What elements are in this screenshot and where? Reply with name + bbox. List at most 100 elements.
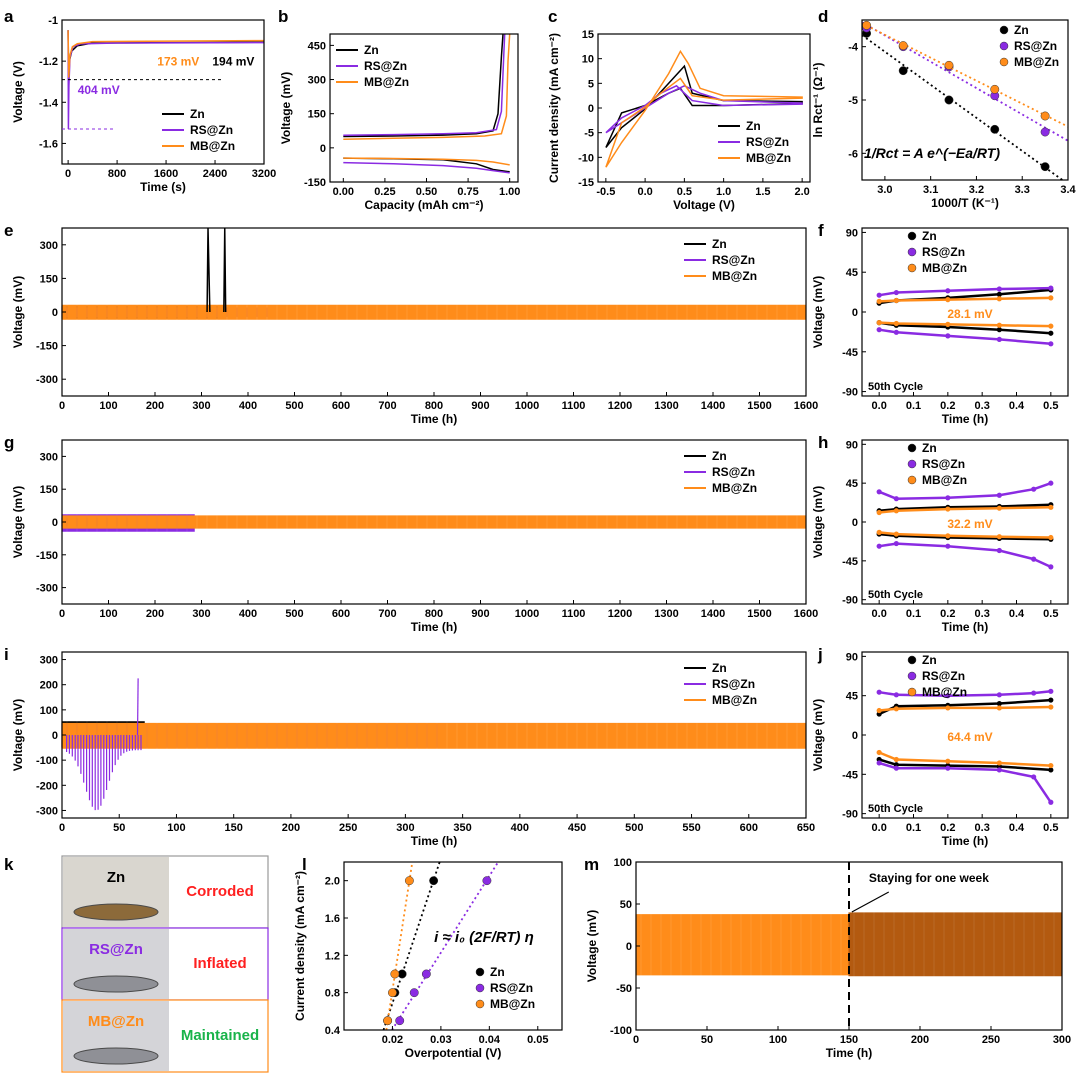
x-tick-label: 50 <box>113 822 125 834</box>
x-tick-label: 600 <box>332 608 350 620</box>
data-point <box>893 329 899 335</box>
legend-marker <box>475 983 485 993</box>
x-tick-label: 0.5 <box>1043 400 1058 412</box>
cycle-label: 50th Cycle <box>868 589 923 601</box>
data-point <box>898 41 908 51</box>
legend-label: RS@Zn <box>490 981 533 995</box>
legend-marker <box>475 999 485 1009</box>
panel-g: 0 100 200 300 400 500 600 700 800 900 1000 1100 1200… <box>4 433 818 634</box>
legend-marker <box>907 231 917 241</box>
y-tick-label: 1.2 <box>325 950 340 962</box>
data-point <box>893 692 899 698</box>
data-point <box>893 706 899 712</box>
x-tick-label: 800 <box>108 168 126 180</box>
data-point <box>876 707 882 714</box>
data-point <box>945 693 951 699</box>
legend-label: RS@Zn <box>712 465 755 479</box>
x-tick-label: 0.50 <box>416 186 437 198</box>
x-tick-label: 1500 <box>747 400 771 412</box>
x-axis-label: Capacity (mAh cm⁻²) <box>364 198 483 212</box>
data-point <box>996 505 1002 511</box>
panel-letter: c <box>548 7 557 26</box>
data-point <box>996 336 1002 343</box>
panel-letter: h <box>818 433 828 452</box>
series-bottom-RS@Zn <box>878 761 1052 803</box>
legend-marker <box>475 967 485 977</box>
x-tick-label: 300 <box>192 400 210 412</box>
legend-label: Zn <box>712 449 727 463</box>
legend-label: MB@Zn <box>712 481 757 495</box>
legend-label: RS@Zn <box>712 253 755 267</box>
x-tick-label: 600 <box>332 400 350 412</box>
x-tick-label: 350 <box>453 822 471 834</box>
data-point <box>893 540 899 547</box>
y-tick-label: 300 <box>40 451 58 463</box>
y-tick-label: -45 <box>842 347 858 359</box>
data-point <box>996 700 1002 707</box>
y-tick-label: 10 <box>582 54 594 66</box>
x-tick-label: 3.1 <box>923 184 938 196</box>
y-tick-label: 45 <box>846 478 858 490</box>
series-bottom-RS@Zn <box>879 542 1052 569</box>
x-tick-label: 700 <box>378 400 396 412</box>
data-point <box>395 1016 405 1026</box>
x-axis-label: Time (h) <box>942 620 988 634</box>
x-tick-label: 100 <box>769 1034 787 1046</box>
x-tick-label: 0.4 <box>1009 400 1025 412</box>
x-tick-label: 400 <box>511 822 529 834</box>
y-tick-label: 100 <box>614 857 632 869</box>
fit-line-Zn <box>861 34 1063 181</box>
data-point <box>1040 111 1050 121</box>
data-point <box>1048 504 1054 510</box>
x-tick-label: 1.0 <box>716 186 731 198</box>
y-tick-label: -50 <box>616 983 632 995</box>
data-point <box>945 506 951 512</box>
y-axis-label: Voltage (mV) <box>811 486 825 558</box>
x-tick-label: 0 <box>59 608 65 620</box>
data-point <box>996 767 1002 773</box>
data-point <box>893 756 899 763</box>
x-tick-label: 0.3 <box>975 608 990 620</box>
x-tick-label: 3200 <box>252 168 276 180</box>
data-point <box>996 291 1002 297</box>
sample-label: RS@Zn <box>89 941 143 958</box>
x-tick-label: 250 <box>982 1034 1000 1046</box>
data-point <box>1048 564 1054 570</box>
panel-b: 0.00 0.25 0.50 0.75 1.00 -150 0 150 300 450 Capaci… <box>278 7 520 212</box>
y-axis-label: ln Rct⁻¹ (Ω⁻¹) <box>811 63 825 138</box>
y-tick-label: -1.2 <box>39 56 58 68</box>
panel-letter: a <box>4 7 14 26</box>
y-tick-label: -300 <box>36 374 58 386</box>
x-tick-label: 1200 <box>608 608 632 620</box>
y-tick-label: -300 <box>36 583 58 595</box>
x-axis-label: Overpotential (V) <box>405 1046 502 1060</box>
legend-label: Zn <box>190 107 205 121</box>
x-tick-label: 0.1 <box>906 822 921 834</box>
y-tick-label: 45 <box>846 267 858 279</box>
data-point <box>893 320 899 327</box>
legend-label: Zn <box>490 965 505 979</box>
y-tick-label: 90 <box>846 227 858 239</box>
x-tick-label: 1500 <box>747 608 771 620</box>
y-tick-label: 450 <box>308 40 326 52</box>
x-tick-label: 0.0 <box>872 608 887 620</box>
x-tick-label: 200 <box>911 1034 929 1046</box>
x-tick-label: 400 <box>239 400 257 412</box>
legend-label: MB@Zn <box>922 261 967 275</box>
plot-frame <box>329 33 519 183</box>
series-MB@Zn <box>61 304 806 320</box>
panel-letter: j <box>817 645 823 664</box>
status-label: Inflated <box>193 955 246 972</box>
y-tick-label: -150 <box>36 341 58 353</box>
data-point <box>1031 774 1037 780</box>
y-tick-label: -90 <box>842 595 858 607</box>
legend-label: Zn <box>922 653 937 667</box>
series-Zn <box>343 33 504 138</box>
annotation-text: Staying for one week <box>869 871 989 885</box>
panel-letter: d <box>818 7 828 26</box>
data-point <box>1048 697 1054 703</box>
x-tick-label: 3.0 <box>877 184 892 196</box>
y-tick-label: 300 <box>40 655 58 667</box>
legend-label: RS@Zn <box>1014 39 1057 53</box>
sample-label: Zn <box>107 869 125 886</box>
